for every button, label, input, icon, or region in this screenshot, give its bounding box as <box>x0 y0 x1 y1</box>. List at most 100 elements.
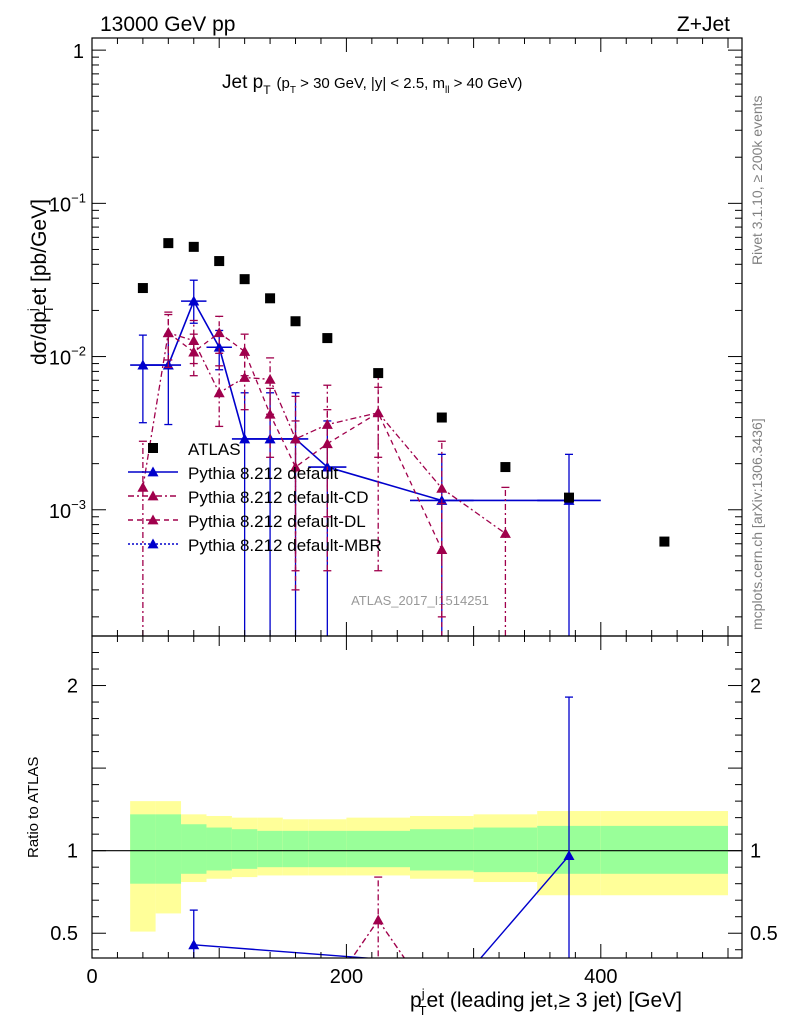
ratio-band-inner <box>282 830 309 868</box>
energy-label: 13000 GeV pp <box>100 13 235 36</box>
ratio-point-triangle <box>563 850 575 861</box>
data-point-triangle <box>321 438 333 449</box>
legend-entry: Pythia 8.212 default-DL <box>128 512 366 531</box>
data-point-triangle <box>213 341 225 352</box>
data-point-triangle <box>264 408 276 419</box>
data-point-triangle <box>436 482 448 493</box>
ratio-band-inner <box>155 814 182 884</box>
legend-entry: Pythia 8.212 default-CD <box>128 488 369 507</box>
legend-entry: Pythia 8.212 default-MBR <box>128 536 382 555</box>
x-tick-label: 400 <box>584 966 617 988</box>
data-point-square <box>188 241 199 252</box>
series-dl <box>162 313 448 636</box>
ratio-band-inner <box>410 829 474 871</box>
ratio-band-inner <box>308 830 347 868</box>
legend-label: Pythia 8.212 default <box>188 464 339 483</box>
ratio-y-tick-label-right: 1 <box>750 841 761 863</box>
axes: 0 200 400 1 10−1 10−2 10−3 0.5 0.5 1 1 2 2 <box>49 37 778 988</box>
main-plot-marks <box>130 238 670 636</box>
legend-entry: ATLAS <box>148 440 241 459</box>
ratio-point-triangle <box>188 939 200 950</box>
ratio-band-inner <box>231 829 258 869</box>
ratio-band-inner <box>257 830 283 868</box>
data-point-triangle <box>239 433 251 444</box>
data-point-square <box>137 283 148 294</box>
legend: ATLAS Pythia 8.212 default Pythia 8.212 de… <box>128 440 382 555</box>
svg-text:pjTet (leading jet,≥ 3 jet) [G: pj Tet (leading jet,≥ 3 jet) [GeV] <box>410 986 682 1018</box>
legend-swatch-triangle <box>147 490 159 501</box>
plot-title: Jet pT (pT > 30 GeV, |y| < 2.5, mll > 40 … <box>222 72 522 97</box>
legend-swatch-triangle <box>147 466 159 477</box>
main-y-tick-label: 10−2 <box>49 344 86 370</box>
data-point-square <box>163 238 174 249</box>
data-point-square <box>436 412 447 423</box>
legend-swatch-triangle <box>147 538 159 549</box>
data-point-triangle <box>213 387 225 398</box>
main-y-axis-label: dσ/dpjTet [pb/GeV] <box>25 199 56 365</box>
data-point-triangle <box>188 295 200 306</box>
legend-swatch-triangle <box>147 514 159 525</box>
legend-label: Pythia 8.212 default-MBR <box>188 536 382 555</box>
data-point-square <box>322 333 333 344</box>
legend-label: Pythia 8.212 default-DL <box>188 512 366 531</box>
data-point-triangle <box>162 327 174 338</box>
legend-swatch-square <box>148 443 158 453</box>
ratio-band-inner <box>600 825 729 874</box>
data-point-triangle <box>290 461 302 472</box>
data-point-triangle <box>137 359 149 370</box>
ratio-band-inner <box>206 827 232 871</box>
main-y-tick-label: 1 <box>73 41 84 63</box>
mcplots-label: mcplots.cern.ch [arXiv:1306.3436] <box>749 418 765 630</box>
data-point-triangle <box>436 544 448 554</box>
x-axis-label: pj Tet (leading jet,≥ 3 jet) [GeV] <box>410 986 682 1018</box>
data-point-square <box>373 368 384 379</box>
ratio-y-axis-label: Ratio to ATLAS <box>25 757 42 858</box>
data-point-triangle <box>264 373 276 384</box>
analysis-watermark: ATLAS_2017_I1514251 <box>351 593 489 608</box>
ratio-frame <box>91 635 743 959</box>
ratio-uncertainty-bands <box>92 801 742 932</box>
ratio-y-tick-label-right: 2 <box>750 676 761 698</box>
ratio-y-tick-label-left: 0.5 <box>50 923 78 945</box>
data-point-square <box>214 256 225 267</box>
data-point-triangle <box>290 433 302 444</box>
rivet-label: Rivet 3.1.10, ≥ 200k events <box>749 95 765 265</box>
data-point-square <box>564 492 575 503</box>
data-point-square <box>239 274 250 285</box>
ratio-band-inner <box>181 824 207 874</box>
x-tick-label: 200 <box>330 966 363 988</box>
ratio-band-inner <box>130 814 156 884</box>
data-point-triangle <box>499 528 511 538</box>
legend-label: Pythia 8.212 default-CD <box>188 488 369 507</box>
legend-entry: Pythia 8.212 default <box>128 464 339 483</box>
legend-label: ATLAS <box>188 440 241 459</box>
data-point-triangle <box>137 481 149 492</box>
x-tick-label: 0 <box>86 966 97 988</box>
ratio-y-tick-label-left: 1 <box>67 841 78 863</box>
data-point-triangle <box>372 407 384 418</box>
ratio-band-inner <box>346 830 411 868</box>
ratio-line-default <box>193 855 570 958</box>
data-point-triangle <box>213 327 225 338</box>
series-atlas <box>137 238 670 547</box>
data-point-square <box>265 293 276 304</box>
data-point-triangle <box>239 371 251 382</box>
ratio-y-tick-label-right: 0.5 <box>750 923 778 945</box>
svg-text:dσ/dpjTet [pb/GeV]: dσ/dpjTet [pb/GeV] <box>25 199 56 365</box>
data-point-triangle <box>188 346 200 357</box>
main-y-tick-label: 10−1 <box>49 190 86 216</box>
ratio-point-triangle <box>372 914 384 925</box>
data-point-triangle <box>188 335 200 346</box>
data-point-triangle <box>239 345 251 356</box>
ratio-y-tick-label-left: 2 <box>67 676 78 698</box>
ratio-plot-marks <box>188 696 575 958</box>
process-label: Z+Jet <box>677 13 730 36</box>
main-y-tick-label: 10−3 <box>49 497 86 523</box>
data-point-square <box>659 536 670 547</box>
ratio-band-inner <box>473 827 538 873</box>
data-point-triangle <box>321 461 333 472</box>
ratio-clipped <box>188 696 575 958</box>
data-point-square <box>500 462 511 473</box>
data-point-square <box>290 316 301 327</box>
